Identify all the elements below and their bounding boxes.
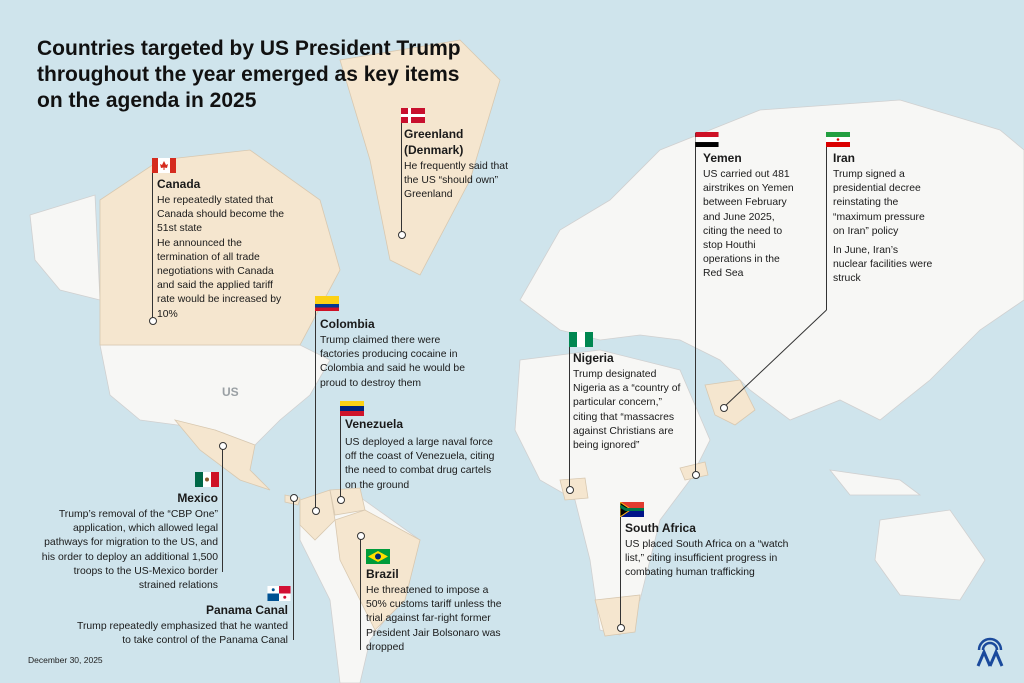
canada-text: He repeatedly stated that Canada should … bbox=[157, 195, 285, 235]
title-line: Countries targeted by US President Trump bbox=[37, 37, 461, 60]
iran-text: Trump signed a presidential decree reins… bbox=[833, 169, 925, 237]
title-line: throughout the year emerged as key items bbox=[37, 63, 460, 86]
nigeria-leader-line bbox=[569, 333, 570, 490]
south-africa-name: South Africa bbox=[625, 521, 696, 535]
canada-annotation: Canada He repeatedly stated that Canada … bbox=[157, 176, 287, 327]
us-map-label: US bbox=[222, 385, 239, 399]
venezuela-leader-line bbox=[340, 403, 341, 500]
venezuela-marker bbox=[337, 496, 345, 504]
yemen-annotation: Yemen US carried out 481 airstrikes on Y… bbox=[703, 150, 799, 287]
denmark-flag-icon bbox=[401, 108, 425, 123]
colombia-name: Colombia bbox=[320, 317, 375, 331]
venezuela-name: Venezuela bbox=[345, 417, 404, 431]
nigeria-flag-icon bbox=[569, 332, 593, 347]
venezuela-annotation: Venezuela US deployed a large naval forc… bbox=[345, 416, 505, 498]
nigeria-highlight bbox=[559, 477, 589, 501]
yemen-marker bbox=[692, 471, 700, 479]
venezuela-text: US deployed a large naval force off the … bbox=[345, 437, 495, 491]
page-title: Countries targeted by US President Trump… bbox=[37, 36, 537, 114]
panama-name: Panama Canal bbox=[205, 603, 288, 617]
land-indonesia bbox=[829, 469, 922, 496]
mexico-leader-line bbox=[222, 446, 223, 572]
land-australia bbox=[874, 509, 986, 601]
nigeria-name: Nigeria bbox=[573, 351, 614, 365]
land-europe-asia bbox=[519, 99, 1024, 421]
south-africa-marker bbox=[617, 624, 625, 632]
greenland-highlight bbox=[339, 39, 501, 276]
iran-leader-line bbox=[826, 133, 827, 310]
canada-name: Canada bbox=[157, 177, 201, 191]
greenland-marker bbox=[398, 231, 406, 239]
venezuela-flag-icon bbox=[340, 401, 364, 416]
aa-logo-icon bbox=[976, 637, 1004, 667]
canada-leader-line bbox=[152, 160, 153, 321]
iran-annotation: Iran Trump signed a presidential decree … bbox=[833, 150, 933, 292]
iran-text: In June, Iran’s nuclear facilities were … bbox=[833, 245, 933, 285]
south-africa-highlight bbox=[594, 594, 641, 637]
panama-marker bbox=[290, 494, 298, 502]
canada-text: He announced the termination of all trad… bbox=[157, 237, 282, 320]
colombia-flag-icon bbox=[315, 296, 339, 311]
south-africa-leader-line bbox=[620, 503, 621, 628]
south-africa-flag-icon bbox=[620, 502, 644, 517]
brazil-marker bbox=[357, 532, 365, 540]
iran-name: Iran bbox=[833, 151, 856, 165]
greenland-annotation: Greenland (Denmark) He frequently said th… bbox=[404, 126, 514, 208]
panama-leader-line bbox=[293, 498, 294, 640]
panama-text: Trump repeatedly emphasized that he want… bbox=[76, 621, 288, 647]
mexico-flag-icon bbox=[195, 472, 219, 487]
mexico-annotation: Mexico Trump’s removal of the “CBP One” … bbox=[40, 490, 218, 598]
colombia-annotation: Colombia Trump claimed there were factor… bbox=[320, 316, 475, 396]
iran-marker bbox=[720, 404, 728, 412]
brazil-highlight bbox=[334, 509, 421, 631]
iran-highlight bbox=[704, 379, 756, 426]
nigeria-annotation: Nigeria Trump designated Nigeria as a “c… bbox=[573, 350, 683, 458]
title-line: on the agenda in 2025 bbox=[37, 89, 257, 112]
greenland-name-line: (Denmark) bbox=[404, 143, 464, 157]
south-africa-text: US placed South Africa on a “watch list,… bbox=[625, 539, 789, 579]
brazil-annotation: Brazil He threatened to impose a 50% cus… bbox=[366, 566, 506, 660]
yemen-name: Yemen bbox=[703, 151, 742, 165]
greenland-name-line: Greenland bbox=[404, 127, 464, 141]
panama-annotation: Panama Canal Trump repeatedly emphasized… bbox=[70, 602, 288, 653]
south-africa-annotation: South Africa US placed South Africa on a… bbox=[625, 520, 800, 586]
greenland-text: He frequently said that the US “should o… bbox=[404, 161, 508, 201]
nigeria-marker bbox=[566, 486, 574, 494]
iran-flag-icon bbox=[826, 132, 850, 147]
colombia-highlight bbox=[299, 489, 336, 541]
greenland-leader-line bbox=[401, 112, 402, 235]
land-alaska bbox=[29, 194, 101, 301]
publication-date: December 30, 2025 bbox=[28, 655, 103, 665]
colombia-marker bbox=[312, 507, 320, 515]
canada-marker bbox=[149, 317, 157, 325]
colombia-leader-line bbox=[315, 298, 316, 511]
nigeria-text: Trump designated Nigeria as a “country o… bbox=[573, 369, 681, 452]
brazil-name: Brazil bbox=[366, 567, 399, 581]
canada-flag-icon bbox=[152, 158, 176, 173]
brazil-text: He threatened to impose a 50% customs ta… bbox=[366, 585, 502, 653]
mexico-name: Mexico bbox=[177, 491, 218, 505]
brazil-leader-line bbox=[360, 536, 361, 650]
brazil-flag-icon bbox=[366, 549, 390, 564]
yemen-leader-line bbox=[695, 133, 696, 475]
panama-flag-icon bbox=[267, 586, 291, 601]
mexico-text: Trump’s removal of the “CBP One” applica… bbox=[41, 509, 218, 592]
mexico-marker bbox=[219, 442, 227, 450]
greenland-name: Greenland (Denmark) bbox=[404, 126, 514, 158]
colombia-text: Trump claimed there were factories produ… bbox=[320, 335, 465, 389]
yemen-text: US carried out 481 airstrikes on Yemen b… bbox=[703, 169, 794, 280]
yemen-flag-icon bbox=[695, 132, 719, 147]
